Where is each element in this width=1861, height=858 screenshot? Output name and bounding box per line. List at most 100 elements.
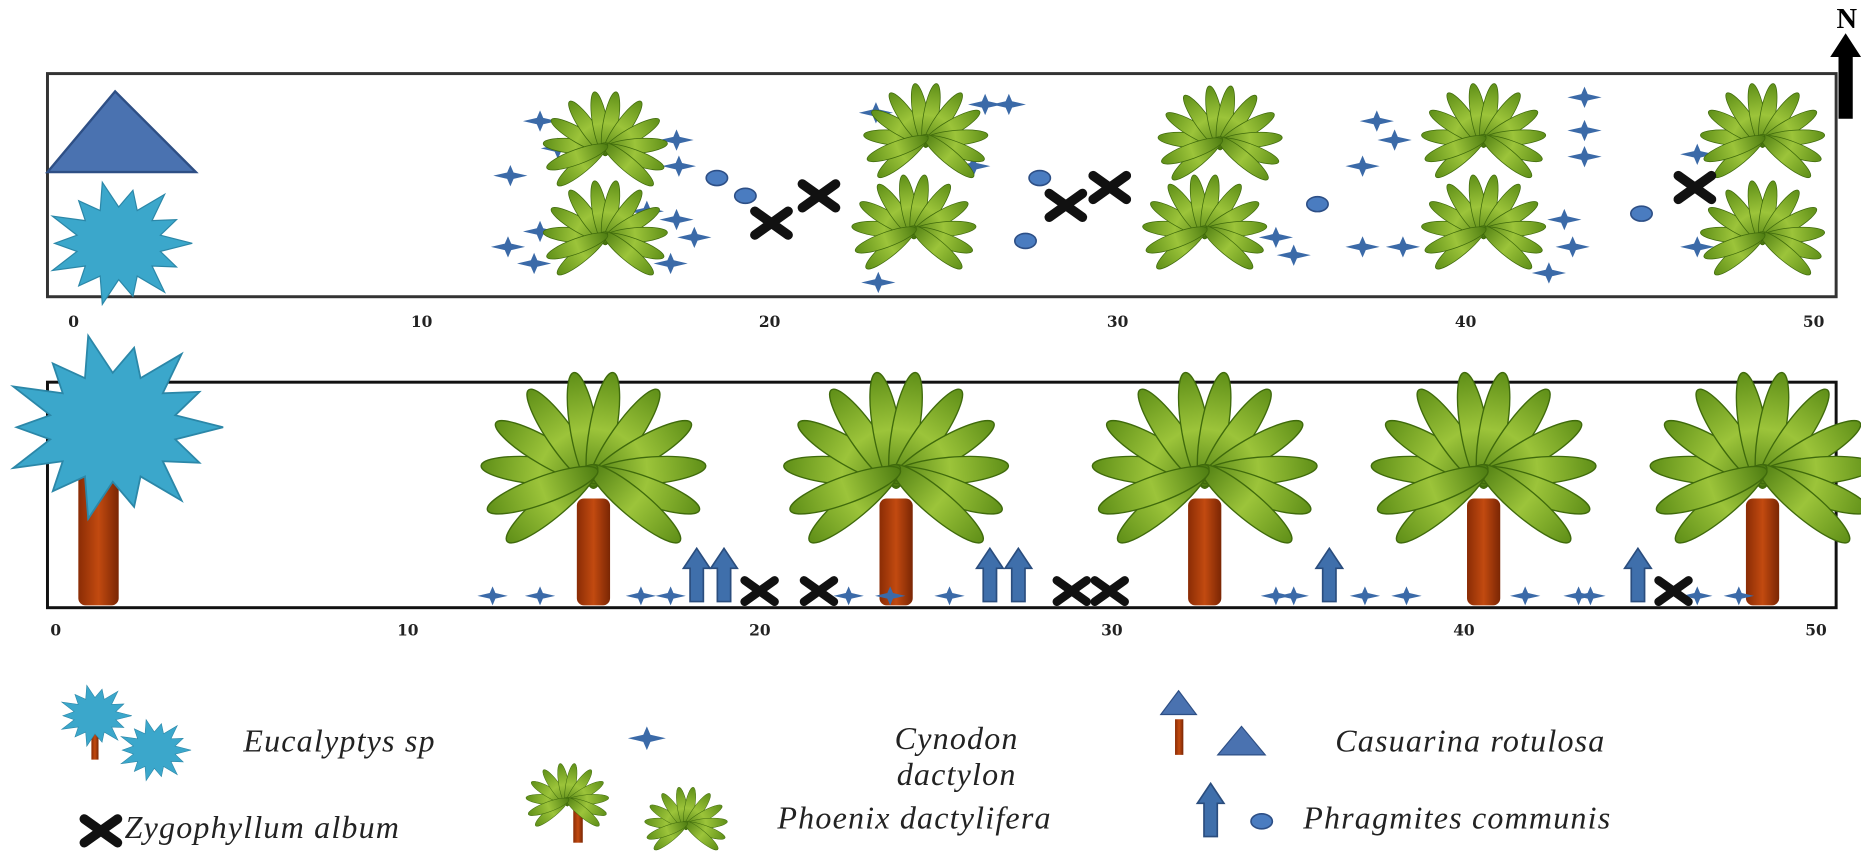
phoenix-symbol xyxy=(1745,498,1780,606)
zygophyllum-symbol xyxy=(1049,193,1082,217)
cynodon-symbol xyxy=(1509,586,1541,606)
eucalyptus-symbol xyxy=(51,181,193,305)
x-tick-label: 0 xyxy=(50,621,61,639)
phoenix-symbol xyxy=(576,498,611,606)
x-tick-label: 40 xyxy=(1455,313,1476,331)
zygophyllum-symbol xyxy=(755,211,788,235)
cynodon-symbol xyxy=(934,586,965,606)
phragmites-symbol xyxy=(1629,205,1653,222)
top-transect-frame xyxy=(45,72,1838,299)
x-tick-label: 50 xyxy=(1803,313,1824,331)
cynodon-symbol xyxy=(1345,155,1380,177)
cynodon-symbol xyxy=(1349,586,1381,606)
x-tick-label: 20 xyxy=(759,313,780,331)
x-tick-label: 30 xyxy=(1107,313,1128,331)
legend-zygophyllum-icon xyxy=(84,819,117,843)
cynodon-symbol xyxy=(659,208,694,231)
zygophyllum-symbol xyxy=(1093,176,1126,200)
legend-casuarina-icon xyxy=(1216,725,1267,756)
cynodon-symbol xyxy=(677,226,712,249)
cynodon-symbol xyxy=(861,271,896,294)
zygophyllum-symbol xyxy=(804,580,834,601)
legend-phragmites-icon xyxy=(1250,813,1274,830)
x-tick-label: 20 xyxy=(749,621,770,639)
cynodon-symbol xyxy=(490,236,526,258)
phoenix-symbol xyxy=(1157,84,1284,186)
phragmites-symbol xyxy=(682,547,711,603)
cynodon-symbol xyxy=(1531,262,1566,284)
zygophyllum-symbol xyxy=(1678,176,1711,200)
zygophyllum-symbol xyxy=(745,580,775,601)
legend-label: Casuarina rotulosa xyxy=(1335,723,1605,759)
legend-label: Zygophyllum album xyxy=(125,809,401,845)
phoenix-symbol xyxy=(1699,179,1826,281)
phragmites-symbol xyxy=(975,547,1004,603)
phoenix-symbol xyxy=(1420,173,1547,275)
x-tick-label: 10 xyxy=(411,313,432,331)
legend-label: dactylon xyxy=(897,756,1017,792)
legend-phoenix-icon xyxy=(525,762,610,830)
phoenix-symbol xyxy=(1141,173,1268,275)
cynodon-symbol xyxy=(1278,586,1309,606)
cynodon-symbol xyxy=(991,93,1026,116)
phragmites-symbol xyxy=(1013,232,1037,250)
zygophyllum-symbol xyxy=(1095,580,1125,601)
legend-eucalyptus-icon xyxy=(120,719,192,781)
cynodon-symbol xyxy=(1575,586,1606,606)
cynodon-symbol xyxy=(1359,110,1394,132)
phragmites-symbol xyxy=(1305,195,1329,213)
phragmites-symbol xyxy=(733,187,757,205)
casuarina-symbol xyxy=(44,89,199,174)
phragmites-symbol xyxy=(1623,547,1653,603)
legend-cynodon-icon xyxy=(627,726,666,751)
phoenix-symbol xyxy=(542,90,669,192)
legend-label: Phoenix dactylifera xyxy=(776,800,1051,836)
legend-label: Cynodon xyxy=(895,720,1019,756)
cynodon-symbol xyxy=(661,155,696,177)
phoenix-symbol xyxy=(1188,498,1222,606)
phragmites-symbol xyxy=(709,547,739,603)
phoenix-symbol xyxy=(542,179,669,281)
legend-phragmites-icon xyxy=(1196,782,1225,838)
cynodon-symbol xyxy=(625,586,657,606)
phragmites-symbol xyxy=(1028,169,1052,187)
north-arrow xyxy=(1830,33,1861,119)
cynodon-symbol xyxy=(1567,86,1602,109)
cynodon-symbol xyxy=(1345,236,1380,258)
cynodon-symbol xyxy=(477,586,508,606)
cynodon-symbol xyxy=(517,252,552,275)
legend-phoenix-icon xyxy=(643,786,729,854)
phoenix-symbol xyxy=(862,81,989,184)
legend-label: Phragmites communis xyxy=(1302,800,1611,836)
zygophyllum-symbol xyxy=(802,184,835,208)
x-tick-label: 30 xyxy=(1101,621,1122,639)
cynodon-symbol xyxy=(1567,145,1602,168)
zygophyllum-symbol xyxy=(1057,580,1087,601)
phoenix-symbol xyxy=(1467,498,1501,606)
cynodon-symbol xyxy=(524,586,556,606)
cynodon-symbol xyxy=(1391,586,1422,606)
canvas: N Eucalyptys sp Cynodon dactylon Casuari… xyxy=(12,4,1861,854)
cynodon-symbol xyxy=(659,129,694,151)
phoenix-symbol xyxy=(850,173,978,275)
legend-casuarina-icon xyxy=(1175,719,1184,755)
phoenix-symbol xyxy=(879,498,913,606)
cynodon-symbol xyxy=(655,586,686,606)
x-tick-label: 0 xyxy=(68,313,79,331)
phragmites-symbol xyxy=(705,169,729,187)
cynodon-symbol xyxy=(493,164,528,187)
cynodon-symbol xyxy=(1547,208,1582,231)
legend-label: Eucalyptys sp xyxy=(242,723,435,759)
phoenix-symbol xyxy=(1699,81,1826,184)
cynodon-symbol xyxy=(1385,236,1421,258)
phragmites-symbol xyxy=(1004,547,1033,603)
x-tick-label: 10 xyxy=(397,621,418,639)
x-tick-label: 40 xyxy=(1453,621,1474,639)
legend-phoenix-icon xyxy=(573,807,583,843)
cynodon-symbol xyxy=(1567,119,1602,142)
phoenix-symbol xyxy=(1420,81,1547,184)
north-label: N xyxy=(1837,4,1858,35)
cynodon-symbol xyxy=(1276,244,1311,266)
x-tick-label: 50 xyxy=(1805,621,1826,639)
